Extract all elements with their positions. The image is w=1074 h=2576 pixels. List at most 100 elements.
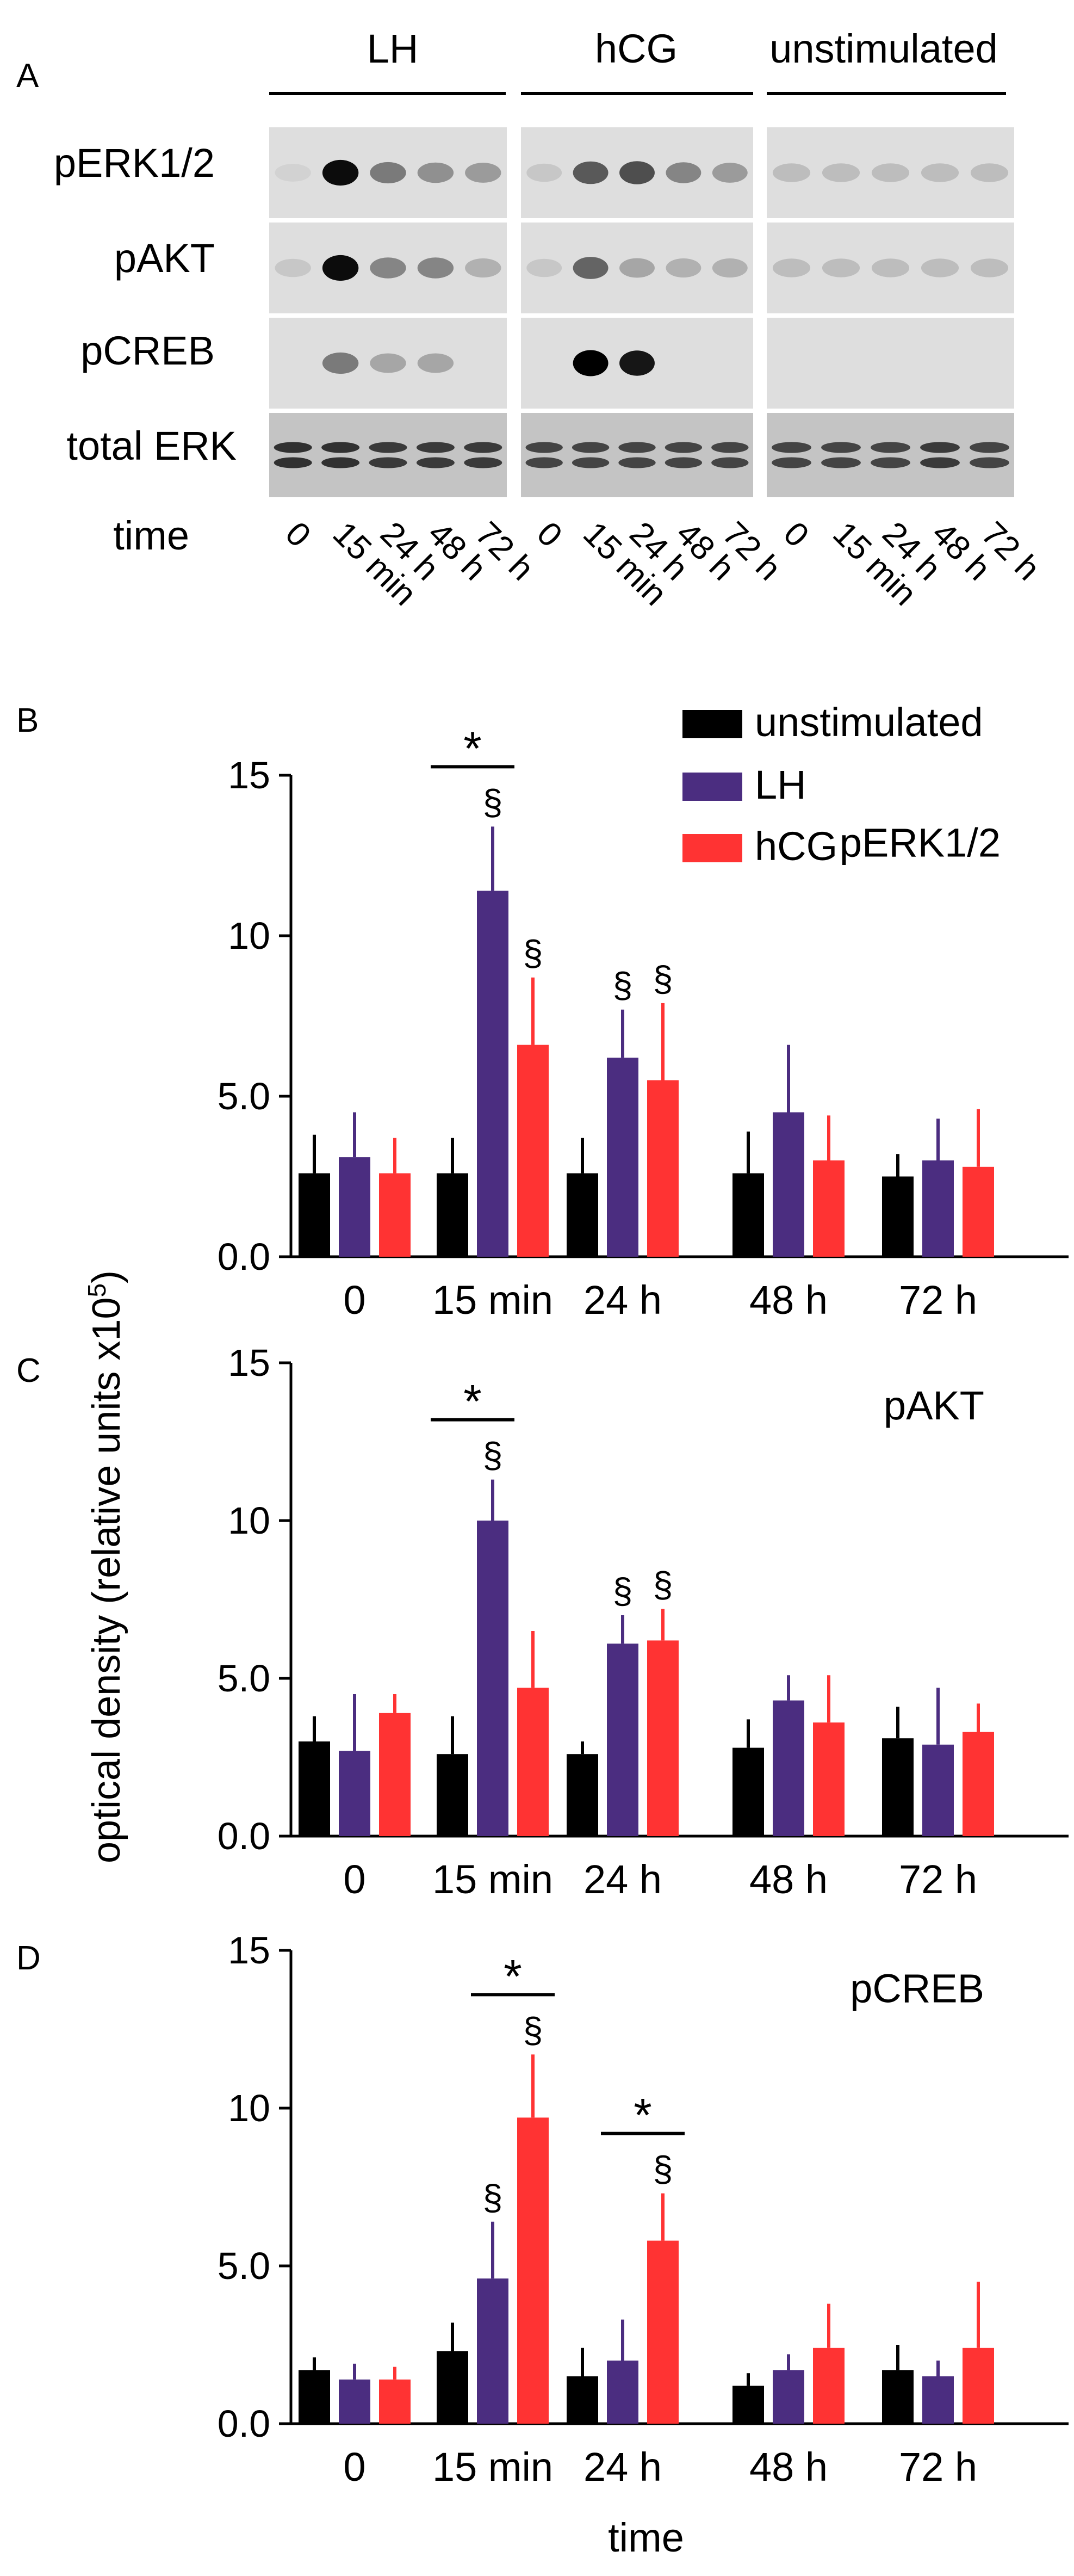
bar	[607, 1644, 638, 1836]
blot-band	[772, 457, 811, 468]
blot-band	[665, 442, 703, 453]
blot-band	[416, 442, 455, 453]
blot-strip	[767, 223, 1014, 313]
blot-band	[573, 350, 609, 376]
blot-band	[465, 163, 501, 183]
blot-band	[619, 258, 655, 278]
bar	[773, 1112, 804, 1257]
blot-band	[370, 162, 406, 184]
blot-band	[772, 258, 811, 277]
blot-band	[822, 163, 860, 182]
blot-band	[465, 258, 501, 278]
x-tick-label: 48 h	[749, 2444, 828, 2489]
lane-label: 72 h	[974, 515, 1047, 588]
bar	[339, 1157, 370, 1257]
panel-label: D	[16, 1939, 41, 1977]
y-tick-label: 10	[228, 2087, 270, 2129]
bar	[567, 1173, 598, 1257]
row-label-pakt: pAKT	[114, 236, 215, 281]
legend-label-hcg: hCG	[755, 824, 837, 869]
blot-band	[712, 163, 748, 183]
y-tick-label: 5.0	[218, 2245, 270, 2287]
bar	[567, 2376, 598, 2424]
bar	[339, 1751, 370, 1836]
blot-band	[274, 442, 312, 453]
blot-band	[970, 163, 1009, 182]
bar	[477, 1521, 508, 1836]
blot-band	[666, 258, 701, 278]
row-label-perk: pERK1/2	[54, 140, 215, 186]
blot-band	[665, 457, 703, 468]
y-tick-label: 5.0	[218, 1657, 270, 1700]
significance-section-mark: §	[653, 959, 673, 999]
legend-swatch-hcg	[682, 834, 742, 862]
lane-label: 0	[530, 515, 569, 554]
significance-star: *	[634, 2090, 651, 2142]
bar	[773, 2370, 804, 2424]
y-tick-label: 0.0	[218, 1815, 270, 1857]
bar	[437, 1173, 468, 1257]
bar	[773, 1700, 804, 1836]
blot-band	[821, 457, 861, 468]
row-label-pcreb: pCREB	[80, 328, 215, 373]
blot-strip	[269, 127, 507, 218]
bar	[963, 2348, 994, 2424]
bar	[517, 2117, 549, 2424]
blot-band	[572, 442, 610, 453]
blot-band	[619, 161, 655, 184]
blot-band	[970, 258, 1009, 277]
bar	[882, 2370, 914, 2424]
blot-strip	[767, 318, 1014, 409]
significance-star: *	[504, 1950, 522, 2003]
bar	[379, 1173, 411, 1257]
significance-section-mark: §	[523, 2010, 543, 2050]
x-tick-label: 24 h	[583, 1857, 662, 1902]
legend-label-unstimulated: unstimulated	[755, 700, 983, 745]
bar	[813, 2348, 845, 2424]
blot-band	[666, 162, 701, 183]
x-tick-label: 0	[343, 1857, 365, 1902]
blot-band	[573, 257, 609, 279]
row-label-total-erk: total ERK	[66, 423, 237, 468]
blot-band	[464, 442, 502, 453]
blot-band	[618, 457, 656, 468]
y-tick-label: 0.0	[218, 2402, 270, 2445]
x-tick-label: 48 h	[749, 1277, 828, 1323]
bar	[299, 2370, 330, 2424]
bar	[299, 1741, 330, 1836]
y-tick-label: 15	[228, 754, 270, 796]
chart-title: pERK1/2	[840, 820, 1001, 865]
blot-strip	[521, 223, 753, 313]
bar	[732, 2386, 764, 2424]
x-tick-label: 72 h	[899, 1277, 977, 1323]
y-tick-label: 10	[228, 915, 270, 957]
x-tick-label: 24 h	[583, 1277, 662, 1323]
blot-band	[417, 257, 454, 279]
lane-label: 72 h	[468, 515, 541, 588]
significance-section-mark: §	[613, 1571, 633, 1611]
blot-band	[618, 442, 656, 453]
blot-band	[920, 457, 960, 468]
blot-strip	[269, 223, 507, 313]
significance-section-mark: §	[613, 965, 633, 1005]
lane-label: 72 h	[715, 515, 788, 588]
bar	[882, 1738, 914, 1836]
lane-label: 0	[278, 515, 318, 554]
blot-band	[416, 457, 455, 468]
x-tick-label: 0	[343, 2444, 365, 2489]
bar	[922, 1160, 954, 1257]
bar	[963, 1166, 994, 1257]
significance-section-mark: §	[653, 1564, 673, 1604]
significance-section-mark: §	[483, 782, 503, 822]
x-axis-label: time	[608, 2515, 684, 2560]
bar	[922, 2376, 954, 2424]
bar	[299, 1173, 330, 1257]
significance-section-mark: §	[653, 2149, 673, 2189]
blot-strip	[269, 413, 507, 497]
blot-band	[464, 457, 502, 468]
blot-band	[525, 457, 563, 468]
